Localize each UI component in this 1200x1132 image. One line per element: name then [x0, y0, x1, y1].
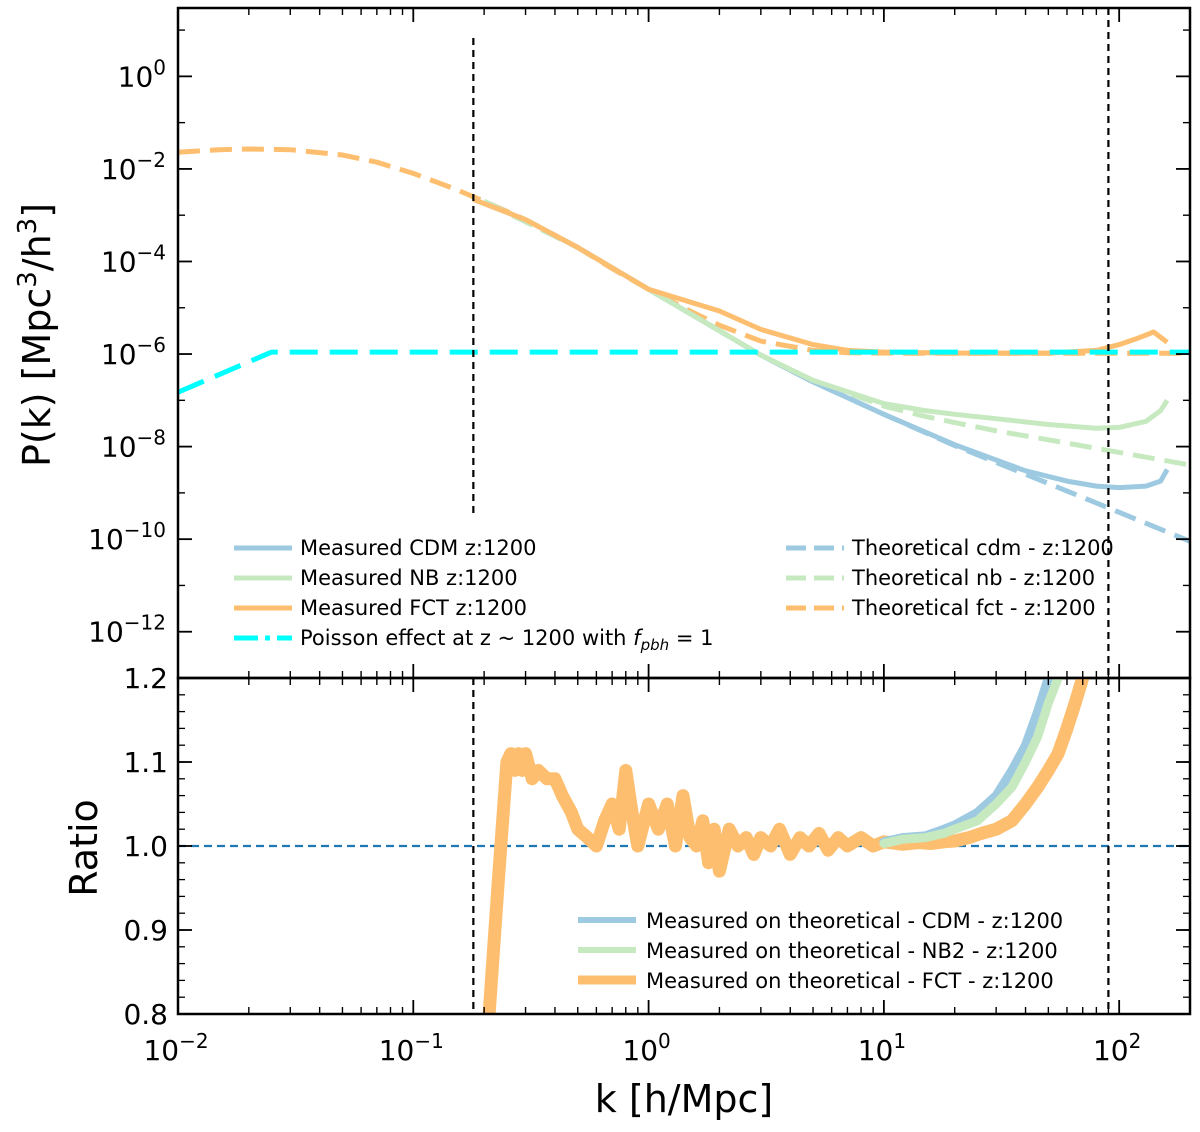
- series-meas-fct: [472, 197, 1169, 356]
- y-tick-label: 100: [118, 55, 166, 93]
- legend-label-meas-nb: Measured NB z:1200: [300, 566, 518, 590]
- legend-label-theo-cdm: Theoretical cdm - z:1200: [851, 536, 1114, 560]
- x-tick-label: 10−1: [379, 1029, 444, 1067]
- series-meas-nb: [472, 197, 1170, 431]
- legend-label-theo-fct: Theoretical fct - z:1200: [851, 596, 1096, 620]
- y-tick-label: 10−8: [101, 426, 166, 464]
- legend-label-ratio-cdm: Measured on theoretical - CDM - z:1200: [646, 909, 1063, 933]
- y-axis-label-top: P(k) [Mpc3/h3]: [13, 203, 59, 467]
- power-spectrum-panel: 100 10−2 10−4 10−6 10−8 10−10 10−12 Measured C…: [88, 6, 1192, 680]
- ratio-legend: Measured on theoretical - CDM - z:1200 Me…: [578, 909, 1063, 993]
- y-tick-label: 10−12: [88, 611, 166, 649]
- y-axis-label-ratio: Ratio: [62, 799, 106, 897]
- y-tick-label: 10−4: [101, 240, 166, 278]
- series-ratio-fct: [482, 678, 1090, 1014]
- legend-label-theo-nb: Theoretical nb - z:1200: [851, 566, 1095, 590]
- ratio-panel: 1.2 1.1 1.0 0.9 0.810−2 10−1 100 101 102 Measure…: [123, 662, 1192, 1067]
- x-tick-label: 101: [858, 1029, 906, 1067]
- series-ratio-nb: [879, 678, 1063, 848]
- legend-label-ratio-fct: Measured on theoretical - FCT - z:1200: [646, 969, 1054, 993]
- x-tick-label: 102: [1093, 1029, 1141, 1067]
- series-theo-cdm: [482, 199, 1190, 544]
- x-axis-label: k [h/Mpc]: [595, 1077, 773, 1121]
- x-tick-label: 100: [622, 1029, 670, 1067]
- legend-label-poisson: Poisson effect at z ~ 1200 with fpbh = 1: [300, 626, 713, 654]
- ratio-y-tick-label: 1.1: [123, 746, 168, 779]
- y-tick-label: 10−10: [88, 518, 166, 556]
- top-legend: Measured CDM z:1200 Measured NB z:1200 Mea…: [234, 536, 1114, 654]
- x-tick-label: 10−2: [143, 1029, 208, 1067]
- series-theo-fct: [178, 146, 1190, 356]
- ratio-y-tick-label: 1.2: [123, 662, 168, 695]
- ratio-y-tick-label: 1.0: [123, 830, 168, 863]
- y-tick-label: 10−2: [101, 148, 166, 186]
- series-poisson: [178, 349, 1190, 395]
- legend-label-meas-fct: Measured FCT z:1200: [300, 596, 527, 620]
- legend-label-meas-cdm: Measured CDM z:1200: [300, 536, 536, 560]
- ratio-y-tick-label: 0.9: [123, 914, 168, 947]
- ratio-y-tick-label: 0.8: [123, 998, 168, 1031]
- y-tick-label: 10−6: [101, 333, 166, 371]
- legend-label-ratio-nb: Measured on theoretical - NB2 - z:1200: [646, 939, 1058, 963]
